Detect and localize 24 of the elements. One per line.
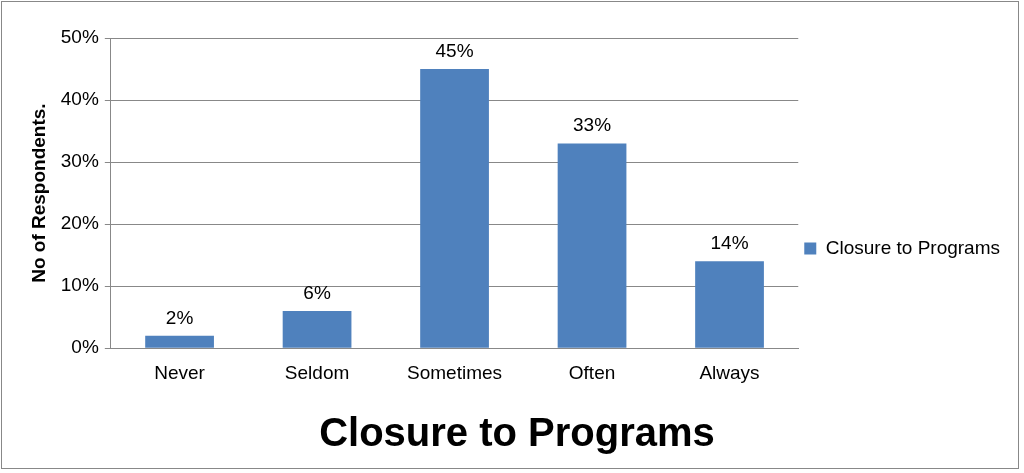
bar [282,310,352,348]
x-tick-label: Sometimes [407,361,503,383]
data-label: 6% [303,281,331,303]
y-tick-label: 10% [60,274,99,296]
bar [420,69,489,348]
y-tick-label: 20% [60,212,99,234]
x-tick-label: Seldom [284,361,350,383]
data-label: 45% [435,39,474,61]
x-tick-label: Often [568,361,616,383]
y-tick-label: 0% [71,336,99,358]
bar [145,335,214,348]
text: Closure to Programs [319,410,715,455]
data-label: 14% [710,232,749,254]
y-tick-label: 40% [60,88,99,110]
bar [557,143,627,348]
x-tick-label: Always [699,361,760,383]
data-label: 2% [165,306,194,328]
legend-label: Closure to Programs [825,236,1001,258]
y-tick-label: 50% [60,26,99,48]
data-label: 33% [573,114,612,136]
x-tick-label: Never [154,361,206,383]
y-tick-label: 30% [60,150,99,172]
y-axis-title: No of Respondents. [27,103,49,283]
bar [695,261,764,348]
